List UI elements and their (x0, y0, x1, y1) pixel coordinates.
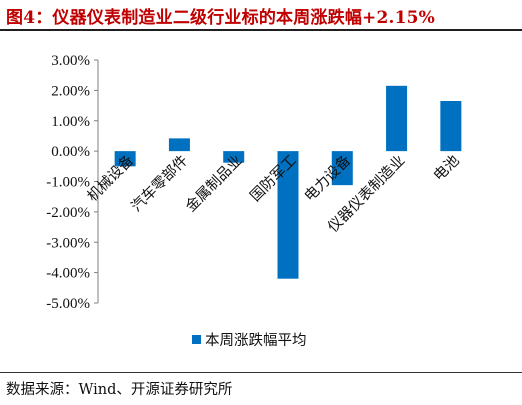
category-label: 汽车零部件 (128, 152, 191, 215)
category-label: 机械设备 (84, 152, 137, 205)
bar (114, 151, 136, 167)
y-tick-label: -1.00% (46, 175, 90, 191)
figure-title: 图4：仪器仪表制造业二级行业标的本周涨跌幅+2.15% (6, 8, 436, 28)
footer-divider (0, 372, 522, 373)
bar (386, 85, 408, 152)
y-tick-label: -4.00% (46, 266, 90, 282)
y-tick-label: 3.00% (51, 53, 90, 69)
bar (331, 151, 353, 186)
title-divider (0, 29, 522, 31)
bar (168, 138, 190, 152)
y-tick-label: -2.00% (46, 205, 90, 221)
y-tick-label: 1.00% (51, 114, 90, 130)
y-tick-label: 0.00% (51, 144, 90, 160)
legend: 本周涨跌幅平均 (192, 332, 307, 349)
category-label: 电池 (430, 152, 463, 185)
legend-swatch (192, 335, 201, 344)
source-note: 数据来源：Wind、开源证券研究所 (6, 382, 233, 398)
y-tick-label: 2.00% (51, 83, 90, 99)
y-tick-label: -5.00% (46, 296, 90, 312)
bar (440, 101, 462, 152)
bars (114, 85, 462, 279)
y-axis: 3.00% 2.00% 1.00% 0.00% -1.00% -2.00% -3.00% -4… (46, 53, 99, 312)
category-label: 金属制品业 (182, 152, 245, 215)
bar (277, 151, 299, 279)
bar (223, 151, 245, 163)
y-tick-label: -3.00% (46, 235, 90, 251)
legend-label: 本周涨跌幅平均 (205, 332, 307, 349)
bar-chart: 3.00% 2.00% 1.00% 0.00% -1.00% -2.00% -3.00% -4… (46, 53, 463, 349)
